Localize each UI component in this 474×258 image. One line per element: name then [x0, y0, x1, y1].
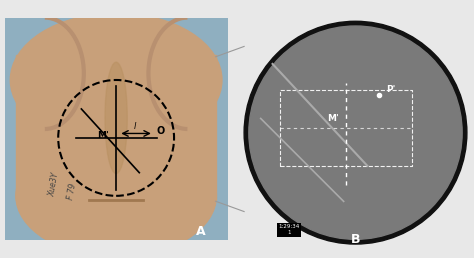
Bar: [16, 55, 216, 200]
Ellipse shape: [105, 62, 127, 174]
Text: O: O: [156, 126, 164, 136]
Text: M': M': [327, 114, 339, 123]
Text: Xue3Y: Xue3Y: [47, 172, 60, 197]
Text: P': P': [386, 85, 396, 94]
Text: l: l: [134, 122, 136, 131]
Circle shape: [244, 21, 467, 244]
Text: A: A: [196, 225, 206, 238]
Text: M': M': [97, 131, 109, 140]
Ellipse shape: [10, 13, 222, 147]
Text: 1:29:34
1: 1:29:34 1: [279, 224, 300, 235]
Ellipse shape: [16, 135, 216, 257]
Text: F 79: F 79: [66, 182, 77, 200]
Circle shape: [249, 26, 462, 239]
Text: B: B: [351, 233, 360, 246]
